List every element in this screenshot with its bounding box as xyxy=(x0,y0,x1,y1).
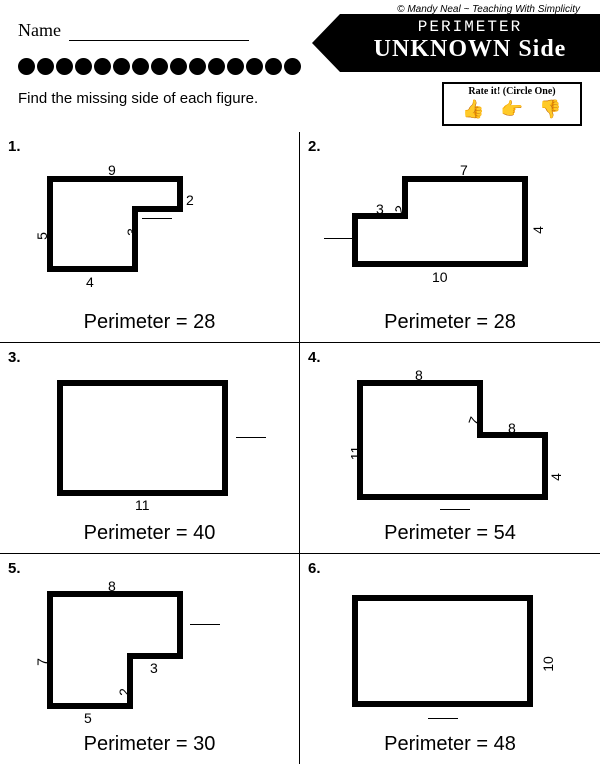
side-label: 4 xyxy=(530,226,546,234)
dot-icon xyxy=(151,58,168,75)
question-number: 5. xyxy=(8,560,21,577)
rate-title: Rate it! (Circle One) xyxy=(446,86,578,97)
side-label: 8 xyxy=(508,420,516,436)
title-top: PERIMETER xyxy=(340,18,600,36)
question-number: 4. xyxy=(308,349,321,366)
dot-icon xyxy=(170,58,187,75)
perimeter-text: Perimeter = 40 xyxy=(0,522,299,545)
dot-icon xyxy=(18,58,35,75)
side-label: 11 xyxy=(347,446,363,461)
dot-icon xyxy=(208,58,225,75)
side-label: 5 xyxy=(34,232,50,240)
shape-area: 878411 xyxy=(300,365,600,525)
side-label: 5 xyxy=(84,710,92,726)
question-number: 1. xyxy=(8,138,21,155)
dot-icon xyxy=(113,58,130,75)
perimeter-text: Perimeter = 28 xyxy=(300,311,600,334)
thumbs-down-icon[interactable]: 👎 xyxy=(539,99,561,120)
shape-area: 10 xyxy=(300,576,600,736)
side-label: 7 xyxy=(34,658,50,666)
grid-row: 5. 8 3 2 5 7 Perimeter = 30 6. 10 Perimeter = 48 xyxy=(0,553,600,764)
figure-shape xyxy=(0,576,300,736)
instruction-text: Find the missing side of each figure. xyxy=(18,90,258,107)
shape-area: 8 3 2 5 7 xyxy=(0,576,299,736)
side-label: 10 xyxy=(540,656,556,672)
dot-icon xyxy=(37,58,54,75)
figure-shape xyxy=(0,365,300,525)
side-label: 3 xyxy=(376,201,384,217)
answer-blank[interactable] xyxy=(236,437,266,438)
answer-blank[interactable] xyxy=(440,509,470,510)
grid-row: 1.9 2 3 4 5Perimeter = 28 2. 7 4 10 3 2 Perimeter =… xyxy=(0,132,600,342)
question-number: 2. xyxy=(308,138,321,155)
figure-shape xyxy=(300,154,600,314)
side-label: 3 xyxy=(150,660,158,676)
side-label: 4 xyxy=(548,473,564,481)
rate-it-box: Rate it! (Circle One) 👍 👉 👎 xyxy=(442,82,582,126)
question-cell: 5. 8 3 2 5 7 Perimeter = 30 xyxy=(0,554,300,764)
worksheet-grid: 1. 9 2 3 4 5 Perimeter = 28 2. 7 4 10 3 2 Perimeter =… xyxy=(0,132,600,764)
side-label: 11 xyxy=(135,497,150,513)
dot-icon xyxy=(189,58,206,75)
name-field: Name xyxy=(18,20,249,41)
answer-blank[interactable] xyxy=(428,718,458,719)
name-input-line[interactable] xyxy=(69,40,249,41)
title-banner: PERIMETER UNKNOWN Side xyxy=(340,14,600,72)
side-label: 2 xyxy=(186,192,194,208)
dot-icon xyxy=(56,58,73,75)
figure-shape xyxy=(300,365,600,525)
question-cell: 6. 10 Perimeter = 48 xyxy=(300,554,600,764)
dot-icon xyxy=(227,58,244,75)
question-cell: 1. 9 2 3 4 5 Perimeter = 28 xyxy=(0,132,300,342)
grid-row: 3.11Perimeter = 404.878411Perimeter = 54 xyxy=(0,342,600,553)
thumbs-side-icon[interactable]: 👉 xyxy=(501,99,523,120)
side-label: 4 xyxy=(86,274,94,290)
answer-blank[interactable] xyxy=(142,218,172,219)
thumbs-up-icon[interactable]: 👍 xyxy=(462,99,484,120)
question-number: 3. xyxy=(8,349,21,366)
answer-blank[interactable] xyxy=(190,624,220,625)
title-bottom: UNKNOWN Side xyxy=(340,36,600,63)
dot-icon xyxy=(284,58,301,75)
side-label: 3 xyxy=(124,228,140,236)
rate-icons: 👍 👉 👎 xyxy=(446,97,578,122)
perimeter-text: Perimeter = 54 xyxy=(300,522,600,545)
side-label: 7 xyxy=(460,162,468,178)
dot-icon xyxy=(246,58,263,75)
shape-area: 741032 xyxy=(300,154,600,314)
decorative-dots xyxy=(18,58,303,80)
side-label: 8 xyxy=(108,578,116,594)
perimeter-text: Perimeter = 48 xyxy=(300,733,600,756)
dot-icon xyxy=(94,58,111,75)
perimeter-text: Perimeter = 30 xyxy=(0,733,299,756)
side-label: 9 xyxy=(108,162,116,178)
question-cell: 2.741032Perimeter = 28 xyxy=(300,132,600,342)
side-label: 8 xyxy=(415,367,423,383)
shape-area: 11 xyxy=(0,365,299,525)
dot-icon xyxy=(132,58,149,75)
answer-blank[interactable] xyxy=(324,238,354,239)
perimeter-text: Perimeter = 28 xyxy=(0,311,299,334)
question-cell: 3. 11 Perimeter = 40 xyxy=(0,343,300,553)
dot-icon xyxy=(265,58,282,75)
question-cell: 4.878411Perimeter = 54 xyxy=(300,343,600,553)
shape-area: 9 2 3 4 5 xyxy=(0,154,299,314)
dot-icon xyxy=(75,58,92,75)
name-label: Name xyxy=(18,20,61,40)
side-label: 2 xyxy=(116,688,132,696)
side-label: 10 xyxy=(432,269,448,285)
question-number: 6. xyxy=(308,560,321,577)
